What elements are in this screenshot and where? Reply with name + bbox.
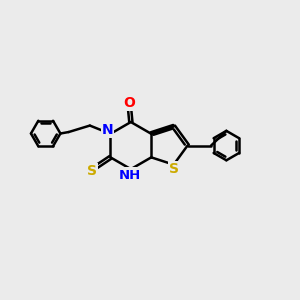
Text: NH: NH [119,169,141,182]
Text: N: N [102,123,113,137]
Text: S: S [169,162,179,176]
Text: S: S [87,164,97,178]
Text: O: O [124,96,135,110]
